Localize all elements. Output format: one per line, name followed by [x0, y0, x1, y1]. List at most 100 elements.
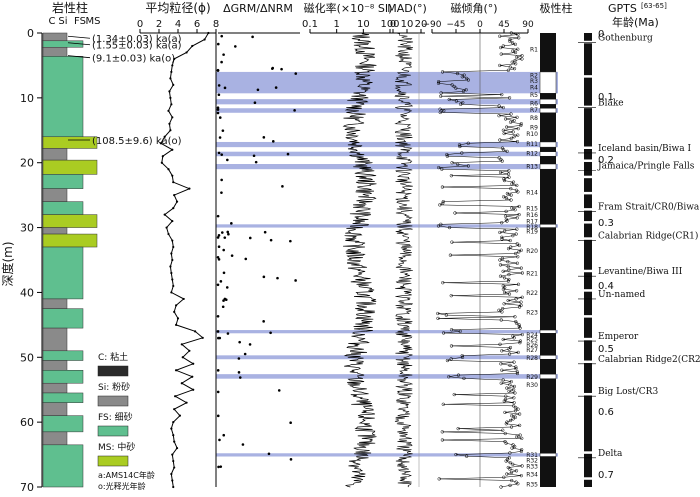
reversal-band	[216, 141, 558, 148]
incl-point	[514, 405, 518, 410]
dgrm-point	[216, 330, 220, 333]
gpts-excursion	[584, 221, 592, 224]
polarity-label: R4	[530, 84, 538, 91]
polarity-label: R1	[530, 47, 538, 54]
gpts-event-label: Jamaica/Pringle Falls	[597, 161, 695, 171]
polarity-label: R24	[526, 332, 538, 339]
grain-point	[188, 187, 191, 190]
polarity-reversal	[539, 453, 557, 457]
grain-point	[167, 232, 170, 236]
lithology-column-label: Si	[58, 16, 67, 27]
incl-point	[507, 389, 511, 393]
dgrm-point	[241, 443, 245, 446]
dgrm-point	[217, 84, 221, 87]
dgrm-point	[271, 140, 275, 143]
polarity-label: R8	[530, 115, 538, 122]
grain-point	[175, 304, 178, 307]
polarity-label: R11	[526, 141, 538, 148]
incl-point	[512, 67, 517, 71]
grain-point	[176, 317, 180, 320]
gpts-excursion	[584, 477, 592, 480]
dgrm-point	[218, 336, 222, 340]
susc-tick-label: 10	[357, 19, 370, 30]
gpts-excursion	[584, 451, 592, 454]
depth-tick-label: 60	[20, 416, 34, 429]
dgrm-point	[220, 60, 223, 64]
incl-point	[497, 308, 501, 312]
gpts-event-label: Fram Strait/CR0/Biwa II	[598, 202, 700, 212]
dgrm-point	[237, 371, 241, 374]
polarity-label: R6	[530, 101, 538, 108]
dgrm-point	[277, 389, 281, 392]
lithology-layer	[42, 136, 98, 149]
grain-point	[169, 77, 172, 80]
dgrm-point	[225, 286, 229, 289]
incl-point	[516, 407, 520, 411]
grain-point	[165, 226, 168, 229]
polarity-label: R28	[526, 355, 538, 362]
grain-point	[207, 31, 210, 35]
incl-point	[454, 99, 459, 103]
dgrm-point	[252, 154, 256, 158]
polarity-label: R16	[526, 212, 538, 219]
age-label: (1.34±0.03) ka(a)	[92, 34, 182, 45]
dgrm-point	[289, 421, 292, 425]
polarity-label: R2	[530, 73, 538, 80]
polarity-label: R13	[526, 163, 538, 170]
lithology-column-label: C	[49, 16, 56, 27]
incl-point	[505, 386, 509, 390]
incl-point	[442, 109, 446, 113]
polarity-label: R10	[526, 131, 538, 138]
grain-point	[173, 57, 176, 61]
mad-tick-label: 10	[401, 19, 414, 30]
incl-point	[502, 276, 507, 280]
dgrm-point	[220, 191, 223, 194]
dgrm-point	[223, 236, 227, 239]
dgrm-point	[217, 258, 221, 261]
grain-point	[171, 148, 174, 151]
dgrm-point	[237, 357, 241, 360]
legend-swatch	[97, 455, 129, 467]
lithology-layer	[42, 188, 68, 202]
dgrm-point	[220, 178, 223, 182]
grain-point	[171, 219, 174, 223]
polarity-label: R30	[526, 382, 538, 389]
dgrm-point	[216, 42, 220, 46]
dgrm-point	[222, 248, 226, 252]
age-label: (108.5±9.6) ka(o)	[92, 136, 182, 147]
grain-point	[203, 38, 206, 41]
grain-point	[170, 103, 173, 106]
dgrm-point	[289, 239, 292, 243]
incl-point	[513, 415, 518, 419]
dgrm-point	[218, 136, 222, 139]
gpts-event-label: Big Lost/CR3	[598, 387, 658, 397]
polarity-label: R25	[526, 337, 538, 344]
incl-series-line	[437, 32, 523, 488]
polarity-label: R22	[526, 290, 538, 297]
grain-point	[201, 336, 204, 339]
incl-point	[505, 219, 509, 223]
grain-point	[170, 427, 173, 430]
lithology-title: 岩性柱	[52, 0, 88, 15]
gpts-excursion	[584, 208, 592, 211]
incl-point	[509, 245, 513, 249]
incl-point	[511, 388, 516, 392]
incl-point	[510, 206, 514, 210]
lithology-layer	[42, 214, 98, 228]
incl-point	[501, 148, 506, 152]
grain-point	[178, 414, 181, 417]
depth-tick-label: 40	[20, 286, 34, 299]
polarity-label: R33	[526, 464, 538, 471]
gpts-excursion	[584, 159, 592, 162]
dgrm-point	[216, 369, 220, 372]
dgrm-point	[220, 231, 224, 234]
grain-point	[192, 362, 195, 365]
grain-point	[191, 44, 194, 48]
dgrm-point	[216, 236, 220, 239]
incl-point	[512, 135, 516, 139]
dgrm-point	[218, 438, 221, 442]
lithology-layer	[42, 350, 84, 361]
polarity-title: 极性柱	[540, 1, 573, 15]
incl-point	[498, 274, 503, 278]
mad-title: MAD(°)	[387, 2, 427, 15]
